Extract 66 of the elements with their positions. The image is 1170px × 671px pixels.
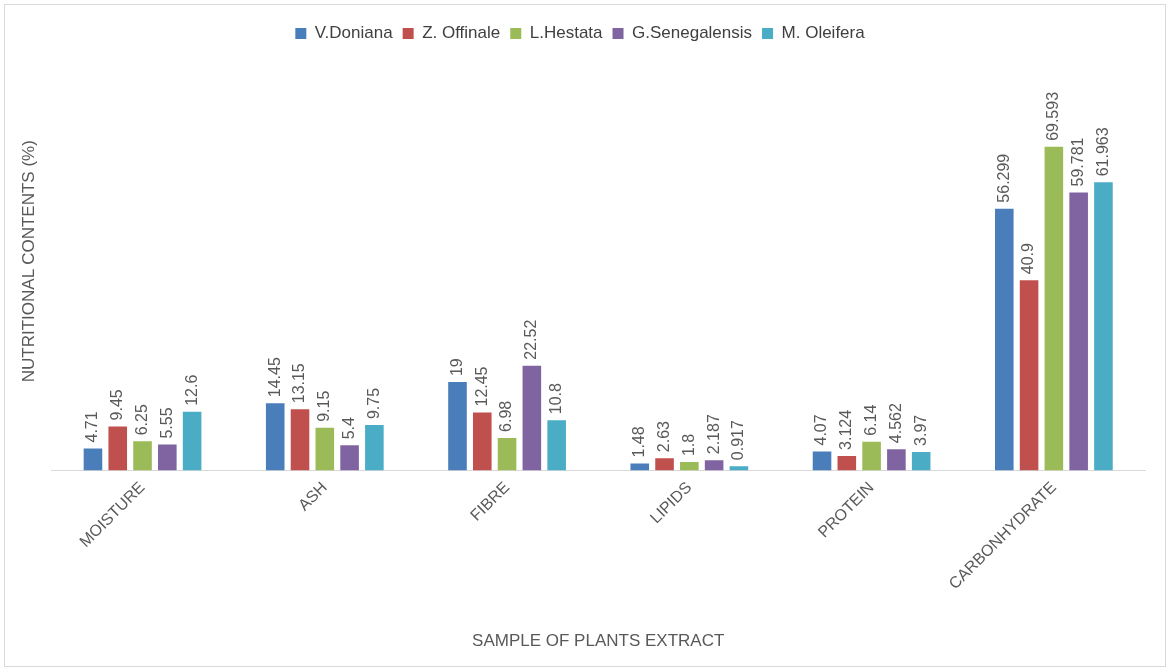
bar [887, 449, 906, 471]
bar [472, 412, 492, 471]
data-label: 2.63 [654, 420, 672, 453]
legend-label: M. Oleifera [781, 23, 866, 43]
bar [522, 365, 542, 471]
data-label: 4.71 [83, 411, 101, 443]
bar [729, 466, 749, 471]
bar [108, 426, 128, 471]
bar [655, 458, 674, 471]
bar [182, 411, 202, 471]
data-label: 19 [447, 358, 465, 377]
bar [365, 425, 384, 471]
bar [547, 420, 566, 471]
bar [497, 437, 517, 471]
bar [704, 460, 724, 471]
data-label: 3.97 [911, 414, 929, 446]
data-label: 3.124 [837, 409, 855, 450]
data-label: 5.4 [339, 416, 357, 440]
bar [133, 441, 152, 471]
bar [1019, 280, 1039, 471]
bar [680, 462, 699, 471]
bar [837, 455, 857, 471]
data-label: 14.45 [265, 357, 283, 398]
data-label: 9.75 [364, 387, 382, 420]
bar [911, 451, 931, 471]
data-label: 6.98 [497, 400, 515, 432]
data-label: 6.14 [862, 404, 880, 436]
data-label: 56.299 [994, 153, 1012, 203]
data-label: 1.48 [630, 426, 648, 458]
bar [812, 451, 832, 471]
data-label: 4.07 [812, 414, 830, 446]
data-label: 12.6 [182, 374, 200, 406]
data-label: 4.562 [886, 403, 904, 444]
bar [340, 445, 359, 471]
data-label: 9.15 [315, 390, 333, 422]
bar [1044, 146, 1064, 471]
bar [995, 208, 1014, 471]
data-label: 5.55 [157, 407, 175, 439]
legend-label: V.Doniana [314, 23, 394, 43]
bar [290, 409, 310, 471]
bar [1094, 182, 1113, 471]
data-label: 61.963 [1093, 127, 1111, 177]
data-label: 9.45 [108, 389, 126, 421]
x-axis-title: SAMPLE OF PLANTS EXTRACT [472, 631, 725, 651]
data-label: 1.8 [679, 433, 697, 457]
y-axis-title: NUTRITIONAL CONTENTS (%) [18, 140, 38, 383]
bar [1069, 192, 1088, 471]
bar [265, 403, 285, 471]
bar [862, 441, 881, 471]
data-label: 40.9 [1019, 243, 1037, 275]
data-label: 22.52 [522, 319, 540, 360]
legend-label: L.Hestata [529, 23, 604, 43]
bar [448, 382, 467, 471]
data-label: 13.15 [290, 363, 308, 404]
bar [158, 444, 177, 471]
data-label: 10.8 [547, 382, 565, 415]
data-label: 69.593 [1044, 91, 1062, 141]
bar [315, 427, 335, 471]
data-label: 6.25 [132, 404, 150, 436]
data-label: 2.187 [704, 414, 722, 455]
legend-label: Z. Offinale [422, 23, 501, 43]
bar [83, 448, 103, 471]
data-label: 12.45 [472, 366, 490, 407]
data-label: 59.781 [1069, 137, 1087, 187]
data-label: 0.917 [729, 420, 747, 461]
legend-label: G.Senegalensis [632, 23, 753, 43]
